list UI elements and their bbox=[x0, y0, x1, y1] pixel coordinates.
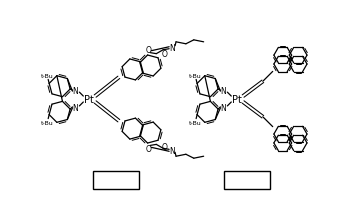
Text: N: N bbox=[72, 104, 78, 113]
Text: Pt: Pt bbox=[232, 95, 242, 104]
Text: t-Bu: t-Bu bbox=[189, 74, 201, 79]
Text: N: N bbox=[221, 104, 226, 113]
Text: N: N bbox=[169, 146, 175, 155]
Text: Pt: Pt bbox=[84, 95, 94, 104]
Text: Pt-7: Pt-7 bbox=[237, 175, 257, 185]
Text: t-Bu: t-Bu bbox=[41, 120, 54, 125]
Text: N: N bbox=[221, 86, 226, 95]
Text: N: N bbox=[72, 86, 78, 95]
Text: O: O bbox=[146, 46, 151, 55]
Text: O: O bbox=[161, 50, 167, 59]
Text: O: O bbox=[146, 144, 151, 153]
Text: N: N bbox=[169, 44, 175, 53]
Text: t-Bu: t-Bu bbox=[41, 74, 54, 79]
FancyBboxPatch shape bbox=[224, 171, 270, 189]
FancyBboxPatch shape bbox=[93, 171, 139, 189]
Text: t-Bu: t-Bu bbox=[189, 120, 201, 125]
Text: Pt-6: Pt-6 bbox=[106, 175, 126, 185]
Text: O: O bbox=[161, 142, 167, 151]
